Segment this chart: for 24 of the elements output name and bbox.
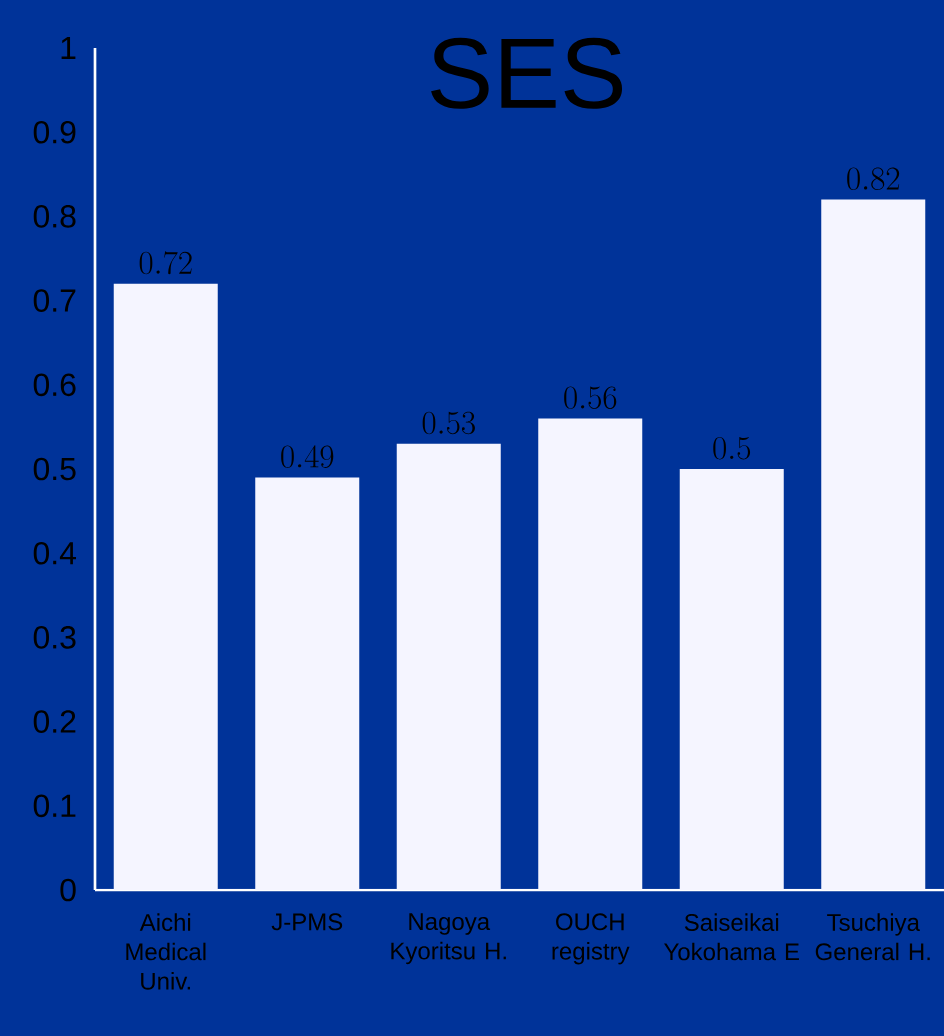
- y-tick-label: 0.5: [33, 457, 76, 481]
- x-tick-label: Aichi Medical Univ.: [126, 913, 206, 990]
- y-tick-label: 0.6: [33, 373, 76, 397]
- y-tick-label: 0.2: [33, 710, 76, 733]
- data-label: 0.53: [422, 411, 475, 435]
- y-tick-label: 0.4: [33, 541, 77, 565]
- y-tick-label: 0.7: [33, 289, 76, 312]
- y-tick-label: 0: [60, 878, 76, 902]
- chart-title: SES: [431, 37, 623, 109]
- data-label: 0.82: [847, 167, 900, 191]
- x-tick-label: J-PMS: [271, 913, 343, 931]
- x-tick-label: Saiseikai Yokohama E: [664, 913, 799, 961]
- data-label: 0.49: [281, 445, 334, 468]
- data-label: 0.56: [564, 386, 617, 409]
- x-tick-label: Tsuchiya General H.: [815, 913, 930, 961]
- y-tick-label: 0.8: [33, 205, 76, 228]
- y-tick-label: 1: [61, 36, 76, 60]
- x-tick-label: OUCH registry: [552, 913, 630, 965]
- y-tick-label: 0.9: [33, 120, 76, 144]
- data-label: 0.5: [713, 437, 751, 460]
- data-label: 0.72: [139, 251, 192, 275]
- x-tick-label: Nagoya Kyoritsu H.: [391, 913, 506, 965]
- y-tick-label: 0.1: [33, 794, 76, 818]
- y-tick-label: 0.3: [33, 626, 76, 649]
